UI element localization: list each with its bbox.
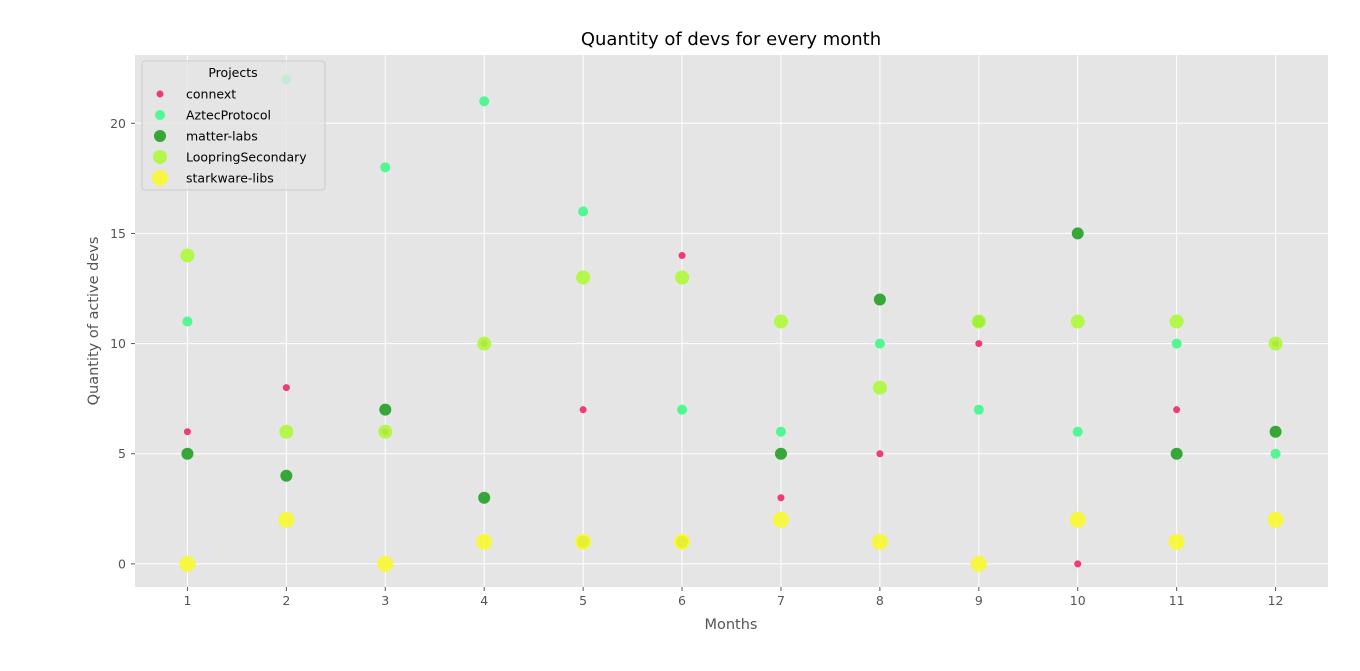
data-point — [773, 314, 788, 329]
data-point — [1169, 314, 1184, 329]
data-point — [674, 533, 691, 550]
data-point — [1168, 533, 1185, 550]
x-tick-label: 10 — [1070, 593, 1086, 608]
x-tick-label: 4 — [480, 593, 488, 608]
x-tick-label: 9 — [975, 593, 983, 608]
x-tick-label: 7 — [777, 593, 785, 608]
x-tick-label: 5 — [579, 593, 587, 608]
y-tick-label: 10 — [110, 336, 126, 351]
series-LoopringSecondary — [180, 248, 1283, 439]
data-point — [1072, 426, 1083, 437]
data-point — [1267, 511, 1284, 528]
data-point — [876, 450, 884, 458]
data-point — [678, 251, 686, 259]
data-point — [872, 380, 887, 395]
data-point — [180, 248, 195, 263]
legend-box — [141, 60, 326, 191]
legend-title: Projects — [208, 65, 257, 80]
data-point — [579, 406, 587, 414]
data-point — [278, 511, 295, 528]
x-axis-label: Months — [704, 617, 757, 633]
data-point — [774, 447, 787, 460]
series-starkware-libs — [179, 511, 1284, 572]
legend-marker — [155, 110, 165, 120]
legend-marker — [154, 130, 166, 142]
data-point — [1069, 511, 1086, 528]
y-tick-label: 15 — [110, 226, 126, 241]
y-tick-label: 0 — [118, 556, 126, 571]
legend-items: connext AztecProtocol matter-labs LoopringS… — [152, 87, 307, 186]
data-point — [1170, 447, 1183, 460]
data-point — [282, 384, 290, 392]
data-point — [1070, 314, 1085, 329]
x-tick-label: 2 — [282, 593, 290, 608]
data-point — [973, 404, 984, 415]
data-point — [775, 426, 786, 437]
data-point — [179, 555, 196, 572]
data-point — [874, 338, 885, 349]
data-point — [975, 340, 983, 348]
data-point — [279, 424, 294, 439]
x-tick-label: 6 — [678, 593, 686, 608]
data-point — [477, 336, 492, 351]
x-tick-label: 12 — [1268, 593, 1284, 608]
data-point — [280, 469, 293, 482]
legend-label: connext — [186, 87, 236, 102]
data-point — [1071, 227, 1084, 240]
legend-marker — [156, 90, 164, 98]
y-axis-label: Quantity of active devs — [86, 237, 102, 406]
data-point — [479, 96, 490, 107]
data-point — [1171, 338, 1182, 349]
x-tick-label: 8 — [876, 593, 884, 608]
y-tick-label: 20 — [110, 116, 126, 131]
data-point — [182, 316, 193, 327]
legend-label: AztecProtocol — [186, 108, 271, 123]
data-point — [478, 491, 491, 504]
data-point — [575, 533, 592, 550]
data-point — [181, 447, 194, 460]
y-tick-label: 5 — [118, 446, 126, 461]
data-point — [971, 314, 986, 329]
data-point — [873, 293, 886, 306]
x-tick-label: 1 — [183, 593, 191, 608]
y-ticks: 0 5 10 15 20 — [110, 116, 135, 571]
data-point — [777, 494, 785, 502]
chart-title: Quantity of devs for every month — [581, 29, 881, 50]
data-point — [1269, 425, 1282, 438]
plot-area — [135, 55, 1328, 587]
legend-marker — [153, 150, 167, 164]
data-point — [183, 428, 191, 436]
data-point — [1270, 448, 1281, 459]
legend-label: LoopringSecondary — [186, 150, 307, 165]
data-point — [677, 404, 688, 415]
x-tick-label: 3 — [381, 593, 389, 608]
data-point — [377, 555, 394, 572]
x-tick-label: 11 — [1169, 593, 1185, 608]
data-point — [871, 533, 888, 550]
data-point — [379, 403, 392, 416]
data-point — [970, 555, 987, 572]
data-point — [378, 424, 393, 439]
data-point — [1268, 336, 1283, 351]
data-point — [578, 206, 589, 217]
data-point — [1173, 406, 1181, 414]
legend-marker — [152, 170, 168, 186]
data-point — [380, 162, 391, 173]
legend-label: matter-labs — [186, 129, 258, 144]
legend: Projects connext AztecProtocol matter-labs… — [141, 60, 326, 191]
data-point — [476, 533, 493, 550]
data-point — [675, 270, 690, 285]
data-point — [1074, 560, 1082, 568]
data-point — [772, 511, 789, 528]
x-ticks: 1 2 3 4 5 6 7 8 9 10 11 12 — [183, 587, 1284, 608]
data-point — [576, 270, 591, 285]
legend-label: starkware-libs — [186, 171, 274, 186]
